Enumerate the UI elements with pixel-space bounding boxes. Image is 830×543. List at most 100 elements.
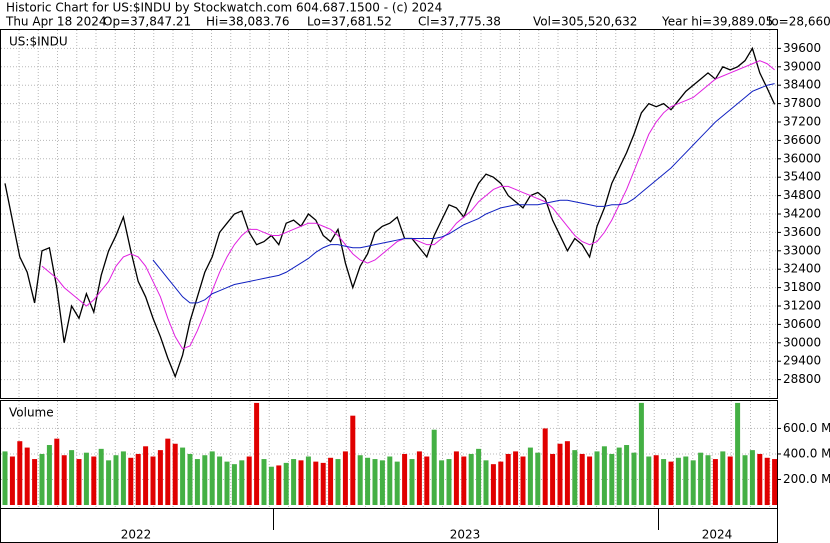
y-tick-label: 31800 (783, 280, 821, 294)
volume-bar (727, 456, 733, 505)
volume-bar (646, 456, 652, 505)
year-label: 2024 (702, 528, 733, 542)
y-tick-label: 37200 (783, 115, 821, 129)
y-tick-label: 39000 (783, 59, 821, 73)
y-tick-label: 600.0 M (783, 421, 830, 435)
volume-bar (165, 438, 171, 505)
volume-bar (150, 456, 156, 505)
volume-bar (76, 459, 82, 505)
volume-bar (98, 448, 104, 505)
volume-bar (742, 455, 748, 505)
volume-bar (328, 457, 334, 505)
y-tick-label: 400.0 M (783, 446, 830, 460)
volume-bar (305, 456, 311, 505)
volume-bar (46, 445, 52, 505)
quote-field: Vol=305,520,632 (533, 15, 637, 29)
volume-bar (387, 456, 393, 505)
y-tick-label: 38400 (783, 78, 821, 92)
volume-bar (394, 461, 400, 505)
volume-bar (698, 452, 704, 505)
volume-bar (276, 465, 282, 505)
y-tick-label: 33000 (783, 243, 821, 257)
y-tick-label: 39600 (783, 41, 821, 55)
y-tick-label: 30000 (783, 335, 821, 349)
volume-bar (357, 455, 363, 505)
volume-bar (9, 456, 15, 505)
volume-bar (409, 459, 415, 505)
volume-bar (505, 453, 511, 505)
volume-bar (113, 455, 119, 505)
volume-bar (476, 448, 482, 505)
volume-bar (120, 451, 126, 505)
volume-bar (572, 450, 578, 505)
volume-bar (283, 462, 289, 505)
volume-bar (483, 460, 489, 505)
volume-bar (690, 460, 696, 505)
quote-field: lo=28,660.94 (768, 15, 830, 29)
volume-bar (668, 461, 674, 505)
volume-bar (542, 428, 548, 505)
volume-bar (587, 456, 593, 505)
volume-bar (498, 461, 504, 505)
volume-label: Volume (9, 406, 54, 420)
volume-bar (291, 459, 297, 505)
volume-bar (594, 451, 600, 505)
volume-bar (209, 451, 215, 505)
y-tick-label: 35400 (783, 170, 821, 184)
volume-bar (350, 415, 356, 505)
y-tick-label: 37800 (783, 96, 821, 110)
volume-bar (749, 450, 755, 505)
volume-bar (764, 457, 770, 505)
volume-bar (128, 457, 134, 505)
quote-field: Thu Apr 18 2024 (5, 15, 107, 29)
volume-bar (335, 459, 341, 505)
y-tick-label: 33600 (783, 225, 821, 239)
volume-bar (631, 452, 637, 505)
volume-bar (720, 451, 726, 505)
volume-bar (106, 460, 112, 505)
price-line (152, 83, 775, 304)
volume-bar (187, 453, 193, 505)
volume-bar (453, 451, 459, 505)
volume-bar (202, 455, 208, 505)
y-tick-label: 29400 (783, 354, 821, 368)
volume-bar (2, 451, 8, 505)
volume-bar (320, 462, 326, 505)
volume-bar (239, 460, 245, 505)
volume-bar (712, 459, 718, 505)
volume-bar (513, 451, 519, 505)
quote-field: Hi=38,083.76 (206, 15, 289, 29)
volume-bar (379, 460, 385, 505)
volume-bar (246, 456, 252, 505)
volume-bar (564, 441, 570, 505)
volume-bar (735, 402, 741, 505)
volume-bar (402, 453, 408, 505)
volume-bar (143, 446, 149, 505)
volume-bar (342, 451, 348, 505)
volume-bar (69, 450, 75, 505)
volume-bar (39, 453, 45, 505)
volume-bar (653, 455, 659, 505)
volume-bar (298, 460, 304, 505)
volume-bar (83, 452, 89, 505)
volume-bar (231, 464, 237, 505)
quote-field: Year hi=39,889.05 (661, 15, 773, 29)
volume-bar (372, 459, 378, 505)
volume-bar (431, 429, 437, 505)
volume-bar (416, 451, 422, 505)
volume-bar (675, 457, 681, 505)
y-tick-label: 28800 (783, 372, 821, 386)
volume-bar (261, 459, 267, 505)
volume-bar (424, 456, 430, 505)
y-tick-label: 34800 (783, 188, 821, 202)
quote-field: Lo=37,681.52 (307, 15, 392, 29)
date-axis (0, 508, 778, 543)
y-tick-label: 36600 (783, 133, 821, 147)
volume-bar (172, 443, 178, 505)
volume-bar (446, 459, 452, 505)
y-tick-label: 30600 (783, 317, 821, 331)
y-tick-label: 31200 (783, 299, 821, 313)
volume-bar (24, 447, 30, 505)
volume-bar (32, 459, 38, 505)
